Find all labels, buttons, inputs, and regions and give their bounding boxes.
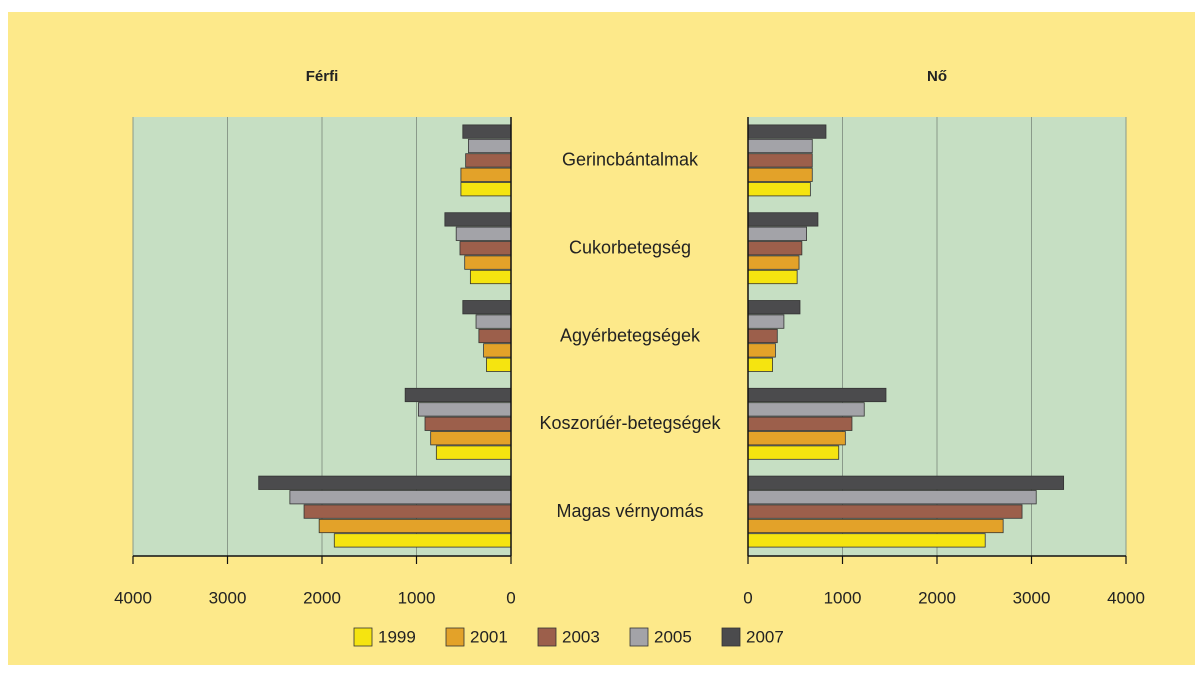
x-tick-label: 4000	[1107, 588, 1145, 607]
category-label: Gerincbántalmak	[562, 150, 699, 170]
bar	[465, 153, 512, 168]
bar	[303, 504, 512, 519]
bar	[417, 402, 512, 417]
bar	[747, 138, 813, 154]
x-tick-label: 1000	[398, 588, 436, 607]
legend-swatch	[721, 627, 741, 647]
bar	[404, 387, 512, 403]
legend-swatch	[537, 627, 557, 647]
bar	[747, 314, 785, 329]
x-tick-label: 4000	[114, 588, 152, 607]
bar	[747, 153, 813, 168]
bar	[462, 300, 512, 315]
bar	[486, 357, 512, 372]
x-tick-label: 2000	[918, 588, 956, 607]
panel-title: Nő	[927, 68, 947, 85]
bar	[747, 416, 853, 431]
x-tick-label: 0	[506, 588, 515, 607]
bar	[747, 167, 813, 182]
legend-label: 2005	[654, 627, 692, 646]
bar	[462, 124, 512, 139]
category-label: Koszorúér-betegségek	[539, 413, 721, 433]
legend-swatch	[629, 627, 649, 647]
bar	[747, 182, 811, 197]
bar	[747, 475, 1065, 490]
bar	[747, 124, 827, 139]
bar	[747, 533, 986, 548]
panel-title: Férfi	[306, 68, 339, 85]
bar	[444, 212, 512, 227]
bar	[435, 445, 512, 460]
bar	[459, 241, 512, 256]
bar	[747, 402, 865, 417]
bar	[747, 226, 807, 241]
legend-label: 1999	[378, 627, 416, 646]
bar	[469, 269, 512, 285]
bar	[333, 533, 512, 548]
category-label: Magas vérnyomás	[556, 501, 703, 521]
bar	[747, 212, 819, 227]
legend-label: 2007	[746, 627, 784, 646]
bar	[475, 314, 512, 329]
legend-label: 2003	[562, 627, 600, 646]
x-tick-label: 3000	[1013, 588, 1051, 607]
x-tick-label: 2000	[303, 588, 341, 607]
bar	[468, 138, 512, 154]
x-tick-label: 0	[743, 588, 752, 607]
bar	[455, 226, 512, 241]
bar	[747, 343, 776, 358]
legend-swatch	[353, 627, 373, 647]
bar	[318, 518, 512, 534]
bar	[464, 255, 512, 270]
bar	[747, 357, 773, 372]
bar	[747, 518, 1004, 534]
bar	[747, 387, 887, 403]
bar	[747, 269, 798, 285]
x-tick-label: 1000	[824, 588, 862, 607]
bar	[424, 416, 512, 431]
category-label: Cukorbetegség	[569, 237, 691, 257]
bar	[747, 328, 778, 344]
bar	[460, 182, 512, 197]
bar	[747, 241, 803, 256]
bar	[430, 431, 512, 446]
x-tick-label: 3000	[209, 588, 247, 607]
bar	[289, 490, 512, 505]
bar	[483, 343, 512, 358]
bar	[747, 490, 1037, 505]
bar	[747, 300, 801, 315]
category-label: Agyérbetegségek	[560, 325, 701, 345]
legend-swatch	[445, 627, 465, 647]
bar	[747, 255, 800, 270]
bar	[747, 445, 840, 460]
bar	[747, 431, 846, 446]
legend-label: 2001	[470, 627, 508, 646]
bar	[258, 475, 512, 490]
bar	[478, 328, 512, 344]
bar	[460, 167, 512, 182]
bar	[747, 504, 1023, 519]
